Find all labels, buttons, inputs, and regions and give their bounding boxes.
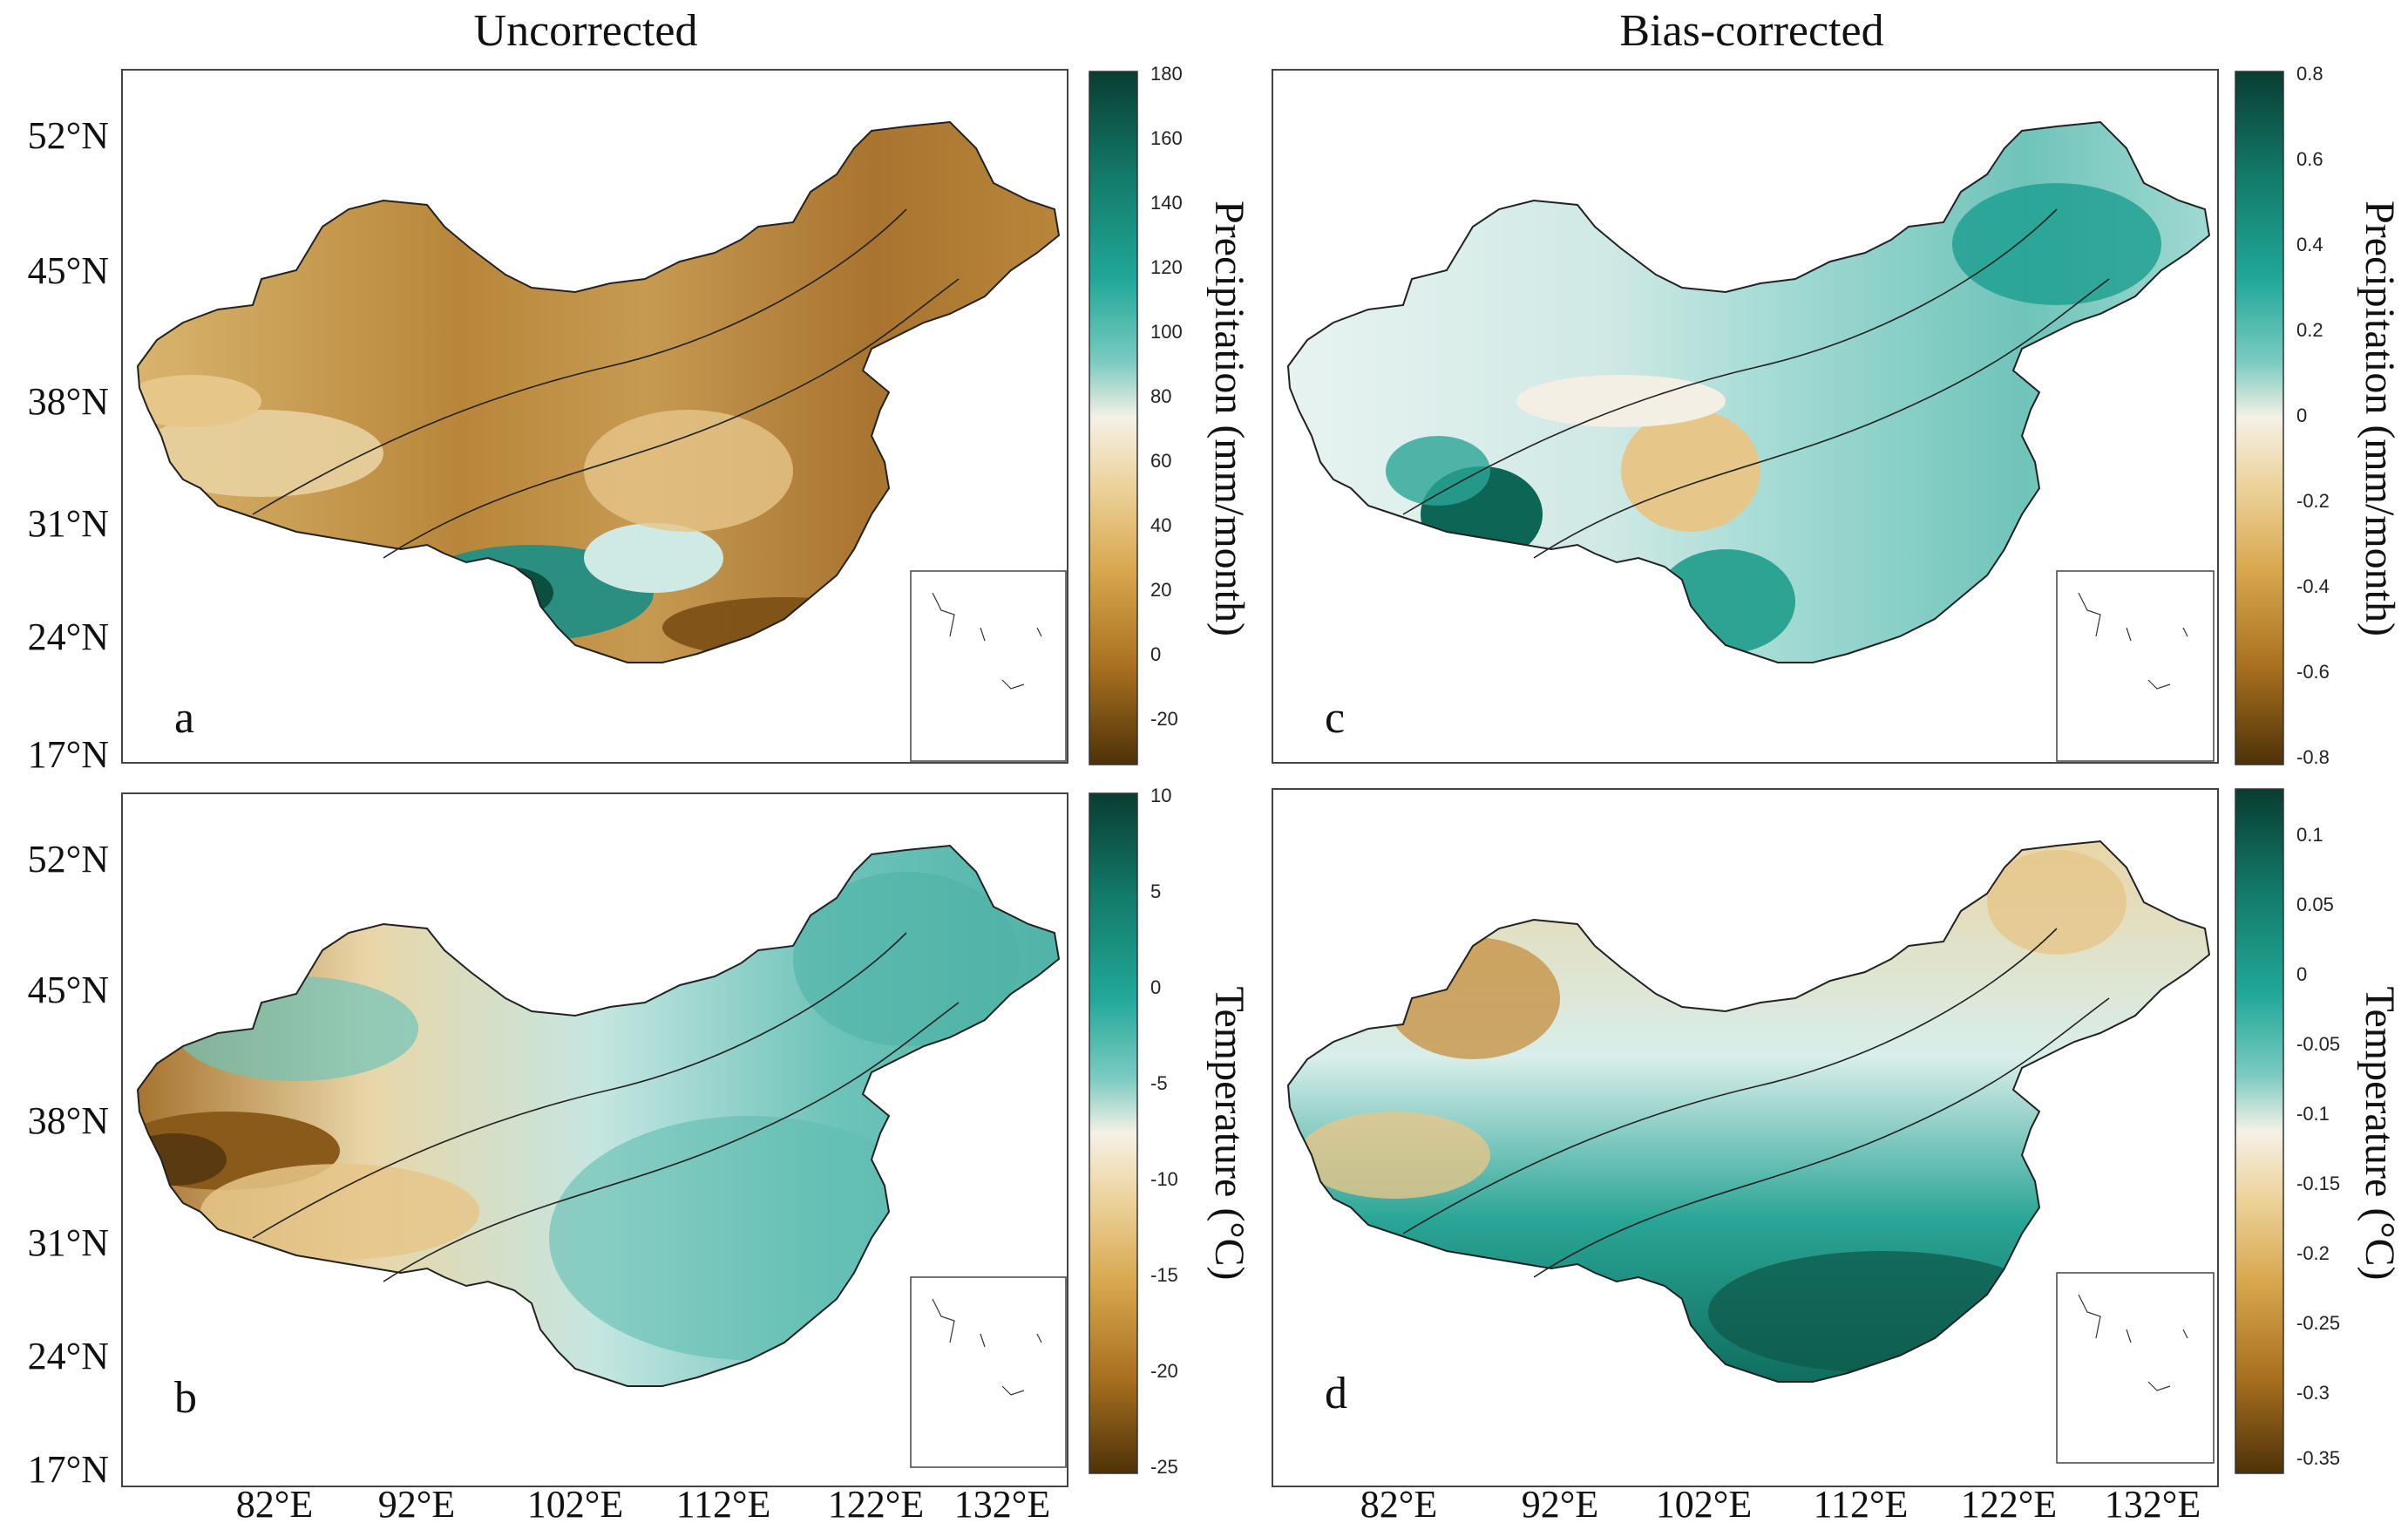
cb-a-tick-160: 160 [1150,127,1183,149]
cb-a-tick-120: 120 [1150,256,1183,278]
cb-a-tick-60: 60 [1150,450,1171,472]
cb-b-tick-m15: -15 [1150,1264,1178,1286]
cb-a-tick-20: 20 [1150,579,1171,601]
lon-axis-left: 82°E 92°E 102°E 112°E 122°E 132°E [236,1483,1050,1526]
cb-b-title: Temperature (°C) [1206,986,1252,1280]
cb-d-tick-m0.25: -0.25 [2296,1312,2340,1334]
colorbar-b: 10 5 0 -5 -10 -15 -20 -25 Temperature (°… [1089,785,1252,1478]
panel-b-label: b [174,1373,197,1423]
lat-tick-38-b: 38°N [28,1099,109,1142]
panel-a-label: a [174,693,194,743]
panel-d: d [1272,788,2219,1487]
panel-c-label: c [1325,693,1345,743]
panel-a: a [121,69,1068,764]
colorbar-a: 180 160 140 120 100 80 60 40 20 0 -20 Pr… [1089,63,1252,765]
lon-tick-122: 122°E [828,1483,924,1526]
cb-d-title: Temperature (°C) [2357,986,2403,1280]
lat-tick-24: 24°N [28,615,109,658]
cb-a-tick-m20: -20 [1150,708,1178,730]
panel-c: c [1272,69,2219,764]
panel-d-field [1287,840,2210,1383]
lon-tick-102-r: 102°E [1656,1483,1752,1526]
cb-b-tick-m5: -5 [1150,1072,1168,1094]
cb-d-tick-m0.15: -0.15 [2296,1173,2340,1194]
cb-d-tick-m0.2: -0.2 [2296,1242,2330,1264]
column-title-uncorrected: Uncorrected [474,6,698,56]
cb-c-tick-0.4: 0.4 [2296,234,2323,255]
cb-b-tick-m20: -20 [1150,1360,1178,1382]
cb-c-tick-0.2: 0.2 [2296,319,2323,341]
cb-c-tick-0.8: 0.8 [2296,63,2323,85]
lat-tick-24-b: 24°N [28,1335,109,1377]
lat-tick-52-b: 52°N [28,838,109,881]
cb-b-tick-0: 0 [1150,976,1161,998]
lat-tick-31-b: 31°N [28,1221,109,1264]
panel-b: b [121,792,1068,1487]
cb-d-tick-m0.3: -0.3 [2296,1382,2330,1404]
cb-c-tick-m0.4: -0.4 [2296,575,2330,597]
lon-tick-82: 82°E [236,1483,313,1526]
lon-tick-92: 92°E [378,1483,455,1526]
lon-tick-112-r: 112°E [1814,1483,1909,1526]
lat-axis-top: 52°N 45°N 38°N 31°N 24°N 17°N [28,114,109,776]
cb-a-title: Precipitation (mm/month) [1206,201,1252,636]
panel-d-inset [2056,1272,2215,1464]
cb-a-tick-140: 140 [1150,192,1183,214]
lon-tick-102: 102°E [527,1483,623,1526]
cb-d-tick-0.1: 0.1 [2296,824,2323,846]
cb-c-tick-0.6: 0.6 [2296,148,2323,170]
lat-tick-17-b: 17°N [28,1448,109,1491]
cb-b-tick-10: 10 [1150,785,1171,806]
cb-c-tick-0: 0 [2296,405,2307,426]
cb-d-tick-m0.1: -0.1 [2296,1103,2330,1125]
lat-tick-45-b: 45°N [28,969,109,1011]
cb-d-tick-m0.35: -0.35 [2296,1447,2340,1469]
cb-c-tick-m0.8: -0.8 [2296,746,2330,768]
cb-a-tick-80: 80 [1150,385,1171,407]
panel-c-inset [2056,570,2215,762]
cb-c-title: Precipitation (mm/month) [2357,201,2403,636]
cb-a-tick-40: 40 [1150,514,1171,536]
cb-c-tick-m0.2: -0.2 [2296,490,2330,512]
lon-tick-112: 112°E [676,1483,771,1526]
panel-a-inset [910,570,1067,762]
colorbar-c: 0.8 0.6 0.4 0.2 0 -0.2 -0.4 -0.6 -0.8 Pr… [2235,63,2403,768]
panel-b-inset [910,1276,1067,1468]
cb-d-tick-0.05: 0.05 [2296,894,2334,915]
cb-a-tick-0: 0 [1150,643,1161,665]
column-title-bias-corrected: Bias-corrected [1619,6,1883,56]
panel-d-label: d [1325,1369,1347,1418]
cb-b-tick-m25: -25 [1150,1456,1178,1478]
lat-tick-17: 17°N [28,733,109,776]
cb-b-tick-m10: -10 [1150,1168,1178,1190]
lat-tick-52: 52°N [28,114,109,157]
cb-a-tick-180: 180 [1150,63,1183,85]
lat-tick-31: 31°N [28,502,109,545]
lat-tick-38: 38°N [28,380,109,423]
cb-a-tick-100: 100 [1150,321,1183,343]
cb-b-tick-5: 5 [1150,881,1161,902]
lon-tick-92-r: 92°E [1522,1483,1598,1526]
cb-d-tick-m0.05: -0.05 [2296,1033,2340,1055]
colorbar-d: 0.1 0.05 0 -0.05 -0.1 -0.15 -0.2 -0.25 -… [2235,788,2403,1474]
lon-tick-82-r: 82°E [1360,1483,1437,1526]
lon-tick-132-r: 132°E [2105,1483,2201,1526]
lon-axis-right: 82°E 92°E 102°E 112°E 122°E 132°E [1360,1483,2201,1526]
lat-tick-45: 45°N [28,249,109,292]
lon-tick-132: 132°E [954,1483,1050,1526]
cb-d-tick-0: 0 [2296,963,2307,985]
lon-tick-122-r: 122°E [1961,1483,2057,1526]
cb-c-tick-m0.6: -0.6 [2296,661,2330,683]
lat-axis-bottom: 52°N 45°N 38°N 31°N 24°N 17°N [28,838,109,1491]
